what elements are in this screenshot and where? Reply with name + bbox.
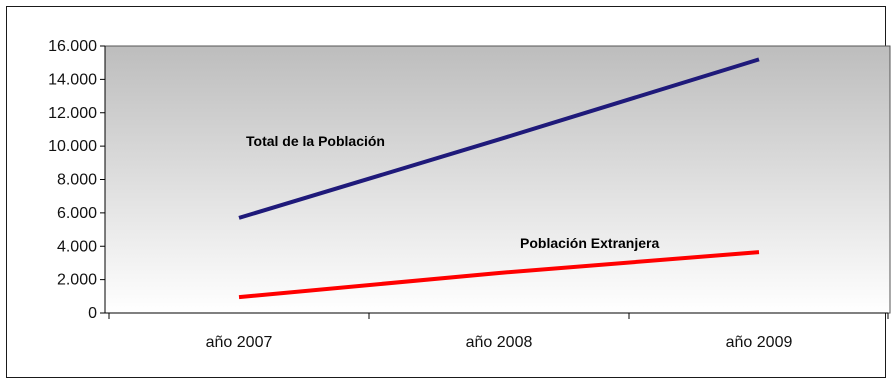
y-tick-label: 4.000 (57, 238, 97, 255)
x-axis: año 2007 año 2008 año 2009 (105, 312, 889, 351)
y-tick-label: 16.000 (48, 38, 97, 55)
x-tick-label: año 2008 (466, 334, 533, 351)
y-tick-label: 8.000 (57, 172, 97, 189)
series-layer: Total de la Población Población Extranjer… (238, 57, 760, 300)
y-axis: 0 2.000 4.000 6.000 8.000 10.000 12.000 14.000 1… (48, 38, 106, 322)
y-tick-label: 6.000 (57, 205, 97, 222)
y-tick-label: 14.000 (48, 71, 97, 88)
y-tick-label: 0 (88, 305, 97, 322)
series-line-0 (238, 57, 760, 220)
y-tick-label: 12.000 (48, 105, 97, 122)
x-tick-label: año 2007 (206, 334, 273, 351)
series-label-1: Población Extranjera (520, 235, 659, 251)
series-line-1 (238, 250, 760, 300)
y-tick-label: 10.000 (48, 138, 97, 155)
x-tick-label: año 2009 (726, 334, 793, 351)
y-tick-label: 2.000 (57, 272, 97, 289)
series-label-0: Total de la Población (246, 133, 385, 149)
plot-area (104, 45, 891, 314)
